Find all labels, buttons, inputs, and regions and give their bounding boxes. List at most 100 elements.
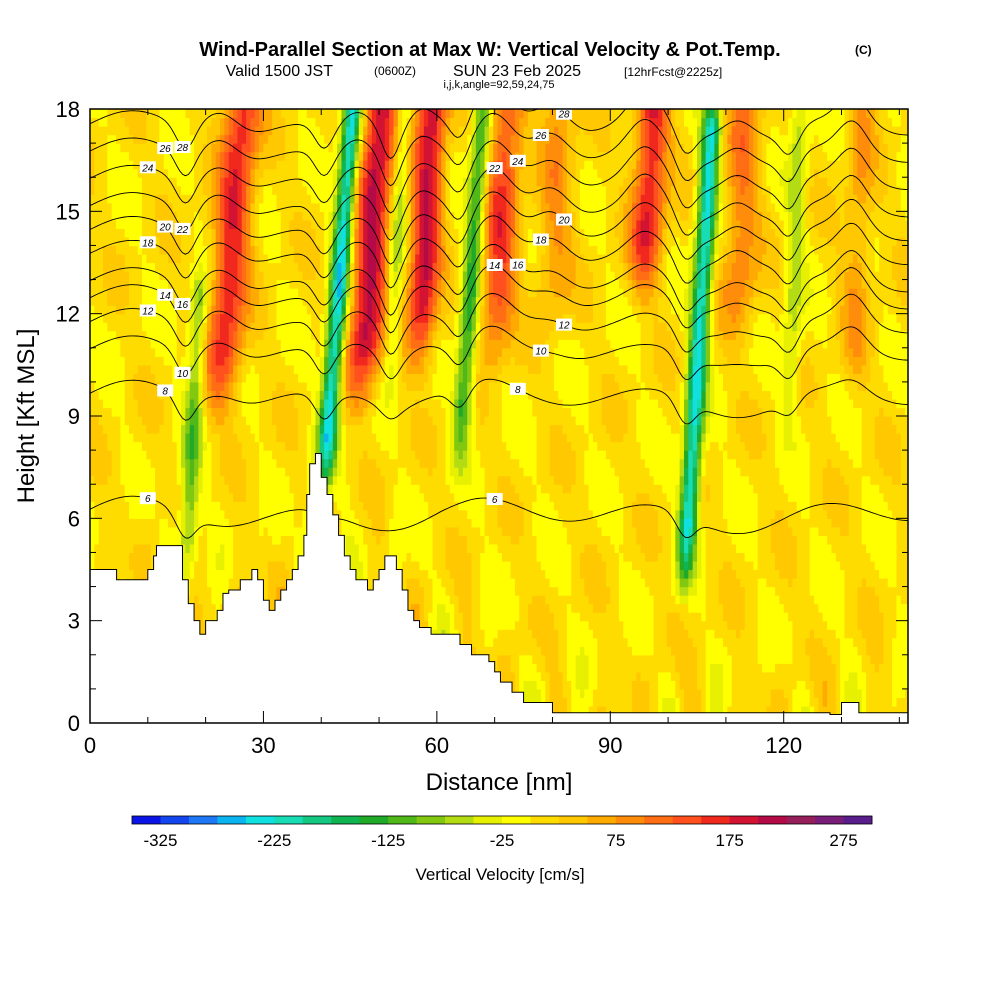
field-cell xyxy=(150,288,156,298)
field-cell xyxy=(311,424,317,434)
field-cell xyxy=(194,390,199,400)
field-cell xyxy=(380,313,386,323)
field-cell xyxy=(246,467,252,477)
field-cell xyxy=(384,117,390,127)
field-cell xyxy=(319,441,325,451)
field-cell xyxy=(103,509,108,519)
field-cell xyxy=(211,109,217,119)
field-cell xyxy=(285,236,291,247)
field-cell xyxy=(133,407,139,417)
field-cell xyxy=(341,202,347,212)
field-cell xyxy=(107,552,113,562)
field-cell xyxy=(328,296,334,306)
field-cell xyxy=(137,398,143,409)
field-cell xyxy=(298,467,304,477)
field-cell xyxy=(345,160,351,170)
field-cell xyxy=(215,313,221,323)
field-cell xyxy=(363,202,369,212)
field-cell xyxy=(220,526,226,536)
field-cell xyxy=(289,407,295,417)
field-cell xyxy=(259,262,265,272)
field-cell xyxy=(363,518,369,528)
field-cell xyxy=(94,296,100,306)
field-cell xyxy=(341,441,347,451)
field-cell xyxy=(341,296,347,306)
field-cell xyxy=(150,356,156,366)
field-cell xyxy=(380,347,386,357)
field-cell xyxy=(241,262,247,272)
field-cell xyxy=(94,330,100,340)
field-cell xyxy=(376,398,382,409)
field-cell xyxy=(272,441,278,451)
field-cell xyxy=(163,151,169,161)
field-cell xyxy=(237,279,243,289)
field-cell xyxy=(250,407,256,417)
field-cell xyxy=(107,509,113,519)
field-cell xyxy=(90,407,95,417)
field-cell xyxy=(350,398,356,409)
field-cell xyxy=(224,484,230,494)
field-cell xyxy=(94,390,100,400)
field-cell xyxy=(341,211,347,221)
field-cell xyxy=(90,279,95,289)
field-cell xyxy=(133,433,139,443)
field-cell xyxy=(111,151,117,161)
field-cell xyxy=(133,168,139,178)
field-cell xyxy=(211,288,217,298)
field-cell xyxy=(315,330,321,340)
field-cell xyxy=(172,322,178,332)
field-cell xyxy=(224,219,230,229)
field-cell xyxy=(129,117,134,127)
field-cell xyxy=(94,484,100,494)
field-cell xyxy=(94,560,100,571)
field-cell xyxy=(194,160,199,170)
field-cell xyxy=(276,398,282,409)
field-cell xyxy=(103,407,108,417)
field-cell xyxy=(185,126,191,136)
field-cell xyxy=(194,492,199,502)
field-cell xyxy=(367,373,373,383)
field-cell xyxy=(354,458,360,468)
field-cell xyxy=(137,262,143,272)
field-cell xyxy=(207,560,212,571)
field-cell xyxy=(341,194,347,204)
field-cell xyxy=(376,279,382,289)
field-cell xyxy=(137,296,143,306)
field-cell xyxy=(254,194,260,204)
field-cell xyxy=(202,467,208,477)
field-cell xyxy=(124,279,130,289)
field-cell xyxy=(124,543,130,554)
field-cell xyxy=(215,509,221,519)
field-cell xyxy=(185,151,191,161)
field-cell xyxy=(207,202,212,212)
field-cell xyxy=(224,586,230,596)
field-cell xyxy=(324,228,330,238)
field-cell xyxy=(103,262,108,272)
field-cell xyxy=(315,398,321,409)
field-cell xyxy=(137,219,143,229)
field-cell xyxy=(354,450,360,460)
field-cell xyxy=(263,433,269,443)
field-cell xyxy=(263,398,269,409)
field-cell xyxy=(306,322,312,332)
field-cell xyxy=(103,518,108,528)
field-cell xyxy=(358,296,364,306)
field-cell xyxy=(233,475,239,485)
field-cell xyxy=(376,416,382,426)
field-cell xyxy=(215,518,221,528)
field-cell xyxy=(189,569,195,579)
field-cell xyxy=(332,296,338,306)
field-cell xyxy=(129,253,134,264)
field-cell xyxy=(246,560,252,571)
field-cell xyxy=(176,211,182,221)
field-cell xyxy=(259,569,265,579)
field-cell xyxy=(363,347,369,357)
field-cell xyxy=(376,364,382,374)
field-cell xyxy=(111,134,117,144)
field-cell xyxy=(280,381,286,392)
field-cell xyxy=(324,398,330,409)
field-cell xyxy=(207,373,212,383)
field-cell xyxy=(155,330,160,340)
field-cell xyxy=(319,424,325,434)
field-cell xyxy=(168,424,173,434)
